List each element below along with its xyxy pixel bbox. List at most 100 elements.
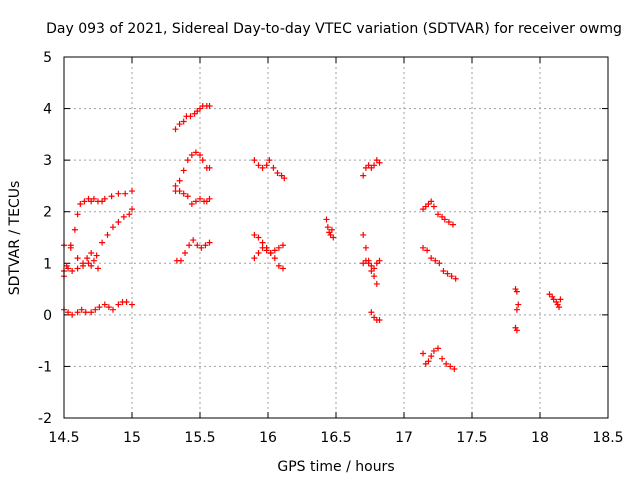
data-point <box>557 296 564 303</box>
data-point <box>77 200 84 207</box>
data-point <box>202 242 209 249</box>
data-point <box>109 224 116 231</box>
data-point <box>281 175 288 182</box>
data-point <box>428 198 435 205</box>
data-point <box>428 255 435 262</box>
data-point <box>108 193 115 200</box>
data-point <box>180 167 187 174</box>
data-point <box>90 257 97 264</box>
data-point <box>172 182 179 189</box>
series-track-8 <box>173 237 213 264</box>
series-track-10 <box>251 231 286 272</box>
data-point <box>78 306 85 313</box>
x-tick-label: 15.5 <box>184 430 215 446</box>
series-track-15 <box>360 257 380 287</box>
y-tick-label: 3 <box>43 153 52 169</box>
data-point <box>74 255 81 262</box>
data-point <box>88 249 95 256</box>
data-point <box>190 237 197 244</box>
data-point <box>556 304 563 311</box>
data-point <box>360 231 367 238</box>
data-point <box>430 347 437 354</box>
data-point <box>324 224 331 231</box>
data-point <box>270 164 277 171</box>
data-point <box>271 247 278 254</box>
data-point <box>65 309 72 316</box>
data-point <box>428 353 435 360</box>
data-point <box>263 247 270 254</box>
data-point <box>259 244 266 251</box>
data-point <box>192 198 199 205</box>
series-track-5 <box>172 102 213 133</box>
data-point <box>440 268 447 275</box>
data-point <box>81 198 88 205</box>
series-track-6 <box>172 149 213 195</box>
x-tick-label: 16.5 <box>320 430 351 446</box>
data-point <box>71 226 78 233</box>
grid-lines <box>64 57 608 418</box>
y-tick-label: 2 <box>43 205 52 221</box>
data-points <box>61 102 564 373</box>
data-point <box>513 306 520 313</box>
data-point <box>80 262 87 269</box>
data-point <box>109 306 116 313</box>
data-point <box>206 239 213 246</box>
data-point <box>101 301 108 308</box>
data-point <box>263 162 270 169</box>
data-point <box>126 211 133 218</box>
y-axis-label: SDTVAR / TECUs <box>7 181 23 296</box>
data-point <box>182 249 189 256</box>
data-point <box>328 226 335 233</box>
data-point <box>376 159 383 166</box>
y-tick-label: 1 <box>43 256 52 272</box>
data-point <box>513 288 520 295</box>
data-point <box>74 309 81 316</box>
data-point <box>176 177 183 184</box>
data-point <box>122 190 129 197</box>
data-point <box>449 221 456 228</box>
data-point <box>371 273 378 280</box>
chart-title: Day 093 of 2021, Sidereal Day-to-day VTE… <box>46 21 622 37</box>
data-point <box>104 231 111 238</box>
data-point <box>275 262 282 269</box>
y-tick-label: -1 <box>38 359 52 375</box>
data-point <box>69 311 76 318</box>
data-point <box>74 265 81 272</box>
data-point <box>65 265 72 272</box>
data-point <box>74 211 81 218</box>
data-point <box>365 260 372 267</box>
series-track-2 <box>61 206 135 275</box>
series-track-18 <box>435 211 456 228</box>
data-point <box>274 170 281 177</box>
y-tick-label: 5 <box>43 50 52 66</box>
data-point <box>424 247 431 254</box>
data-point <box>199 157 206 164</box>
data-point <box>441 216 448 223</box>
data-point <box>371 162 378 169</box>
data-point <box>180 190 187 197</box>
series-track-7 <box>172 182 213 207</box>
data-point <box>255 249 262 256</box>
data-point <box>115 219 122 226</box>
data-point <box>88 262 95 269</box>
data-point <box>330 234 337 241</box>
data-point <box>206 195 213 202</box>
data-point <box>368 268 375 275</box>
x-tick-label: 18.5 <box>592 430 623 446</box>
data-point <box>271 255 278 262</box>
data-point <box>439 355 446 362</box>
data-point <box>362 244 369 251</box>
data-point <box>448 273 455 280</box>
series-track-20 <box>420 345 458 373</box>
data-point <box>447 363 454 370</box>
data-point <box>255 162 262 169</box>
data-point <box>105 304 112 311</box>
data-point <box>101 195 108 202</box>
axis-ticks: 14.5 15 15.5 16 16.5 17 17.5 18 18.5 -2 -1 0 1 2 3 4 5 <box>38 50 624 446</box>
data-point <box>186 242 193 249</box>
data-point <box>95 265 101 272</box>
x-tick-label: 14.5 <box>48 430 79 446</box>
data-point <box>129 301 135 308</box>
data-point <box>515 301 522 308</box>
